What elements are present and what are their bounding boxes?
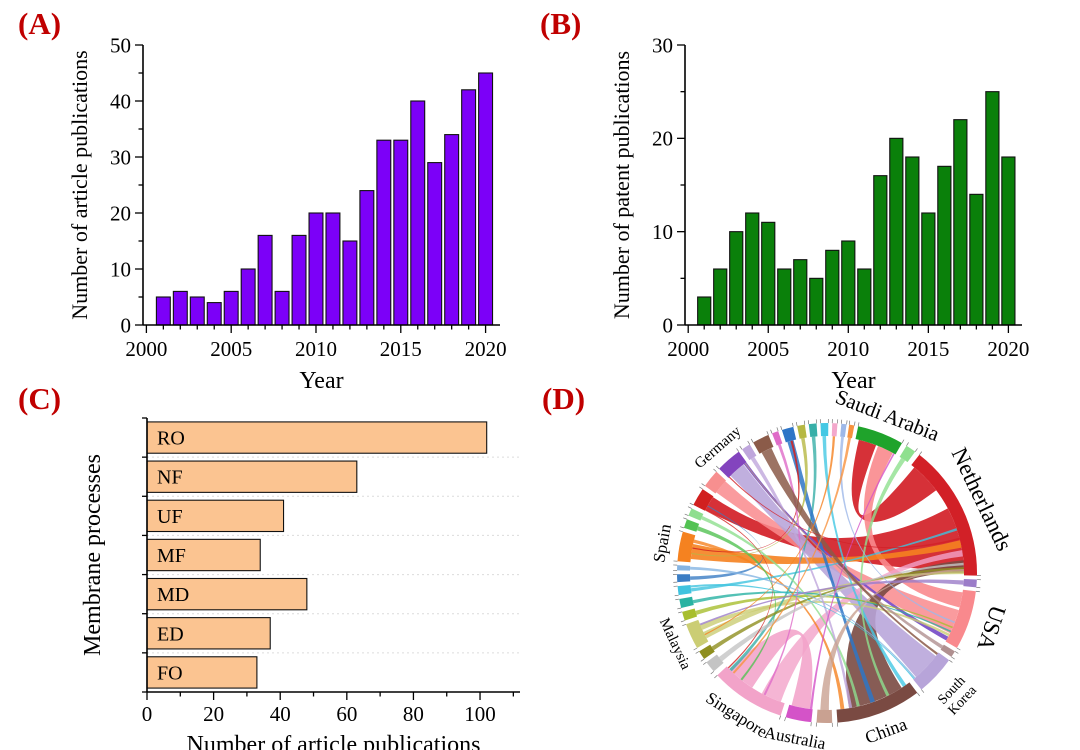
panel-d-label: (D) xyxy=(542,381,586,416)
svg-text:20: 20 xyxy=(110,201,131,225)
svg-text:20: 20 xyxy=(652,127,673,151)
svg-text:Year: Year xyxy=(831,368,875,394)
svg-text:40: 40 xyxy=(270,702,291,726)
svg-text:SouthKorea: SouthKorea xyxy=(935,672,981,718)
svg-text:MF: MF xyxy=(157,545,186,567)
panel-c-label: (C) xyxy=(18,381,62,416)
panel-a-label: (A) xyxy=(18,6,62,41)
svg-text:2010: 2010 xyxy=(827,337,869,361)
article-publications-bar-chart: 0 10 20 30 40 50 2000 2005 2010 2015 2020 Year Numbe… xyxy=(67,33,507,394)
svg-text:Australia: Australia xyxy=(763,723,828,750)
svg-text:Year: Year xyxy=(299,368,343,394)
country-collaboration-chord-diagram: Saudi ArabiaNetherlandsUSASouthKoreaChin… xyxy=(649,384,1017,750)
svg-text:UF: UF xyxy=(157,506,183,528)
svg-text:10: 10 xyxy=(110,257,131,281)
svg-text:0: 0 xyxy=(663,313,674,337)
svg-text:2020: 2020 xyxy=(987,337,1029,361)
svg-text:Number of patent publications: Number of patent publications xyxy=(609,51,634,319)
svg-text:Membrane processes: Membrane processes xyxy=(80,454,106,656)
svg-text:60: 60 xyxy=(336,702,357,726)
membrane-processes-hbar-chart: RO NF UF MF MD ED FO0 20 40 60 80 100 Number of arti… xyxy=(80,417,520,750)
svg-text:RO: RO xyxy=(157,428,185,450)
svg-text:100: 100 xyxy=(464,702,496,726)
svg-text:2005: 2005 xyxy=(747,337,789,361)
svg-text:2015: 2015 xyxy=(380,337,422,361)
svg-text:2000: 2000 xyxy=(667,337,709,361)
svg-text:2010: 2010 xyxy=(295,337,337,361)
svg-text:MD: MD xyxy=(157,584,189,606)
svg-text:80: 80 xyxy=(403,702,424,726)
svg-text:50: 50 xyxy=(110,33,131,57)
svg-text:China: China xyxy=(862,714,909,748)
panel-b-label: (B) xyxy=(540,6,582,41)
patent-publications-bar-chart: 0 10 20 30 2000 2005 2010 2015 2020 Year Number of… xyxy=(609,33,1029,394)
svg-text:10: 10 xyxy=(652,220,673,244)
svg-text:NF: NF xyxy=(157,467,183,489)
svg-text:20: 20 xyxy=(203,702,224,726)
svg-text:2005: 2005 xyxy=(210,337,252,361)
svg-text:Number of article publications: Number of article publications xyxy=(67,50,92,319)
svg-text:USA: USA xyxy=(972,602,1010,654)
svg-text:30: 30 xyxy=(110,145,131,169)
svg-text:2020: 2020 xyxy=(465,337,507,361)
svg-text:FO: FO xyxy=(157,662,183,684)
svg-text:40: 40 xyxy=(110,89,131,113)
svg-text:2015: 2015 xyxy=(907,337,949,361)
svg-text:30: 30 xyxy=(652,33,673,57)
svg-text:0: 0 xyxy=(142,702,153,726)
svg-text:2000: 2000 xyxy=(125,337,167,361)
svg-text:Spain: Spain xyxy=(649,522,675,564)
svg-text:0: 0 xyxy=(121,313,132,337)
svg-text:Number of article publications: Number of article publications xyxy=(187,732,481,750)
svg-text:ED: ED xyxy=(157,623,184,645)
